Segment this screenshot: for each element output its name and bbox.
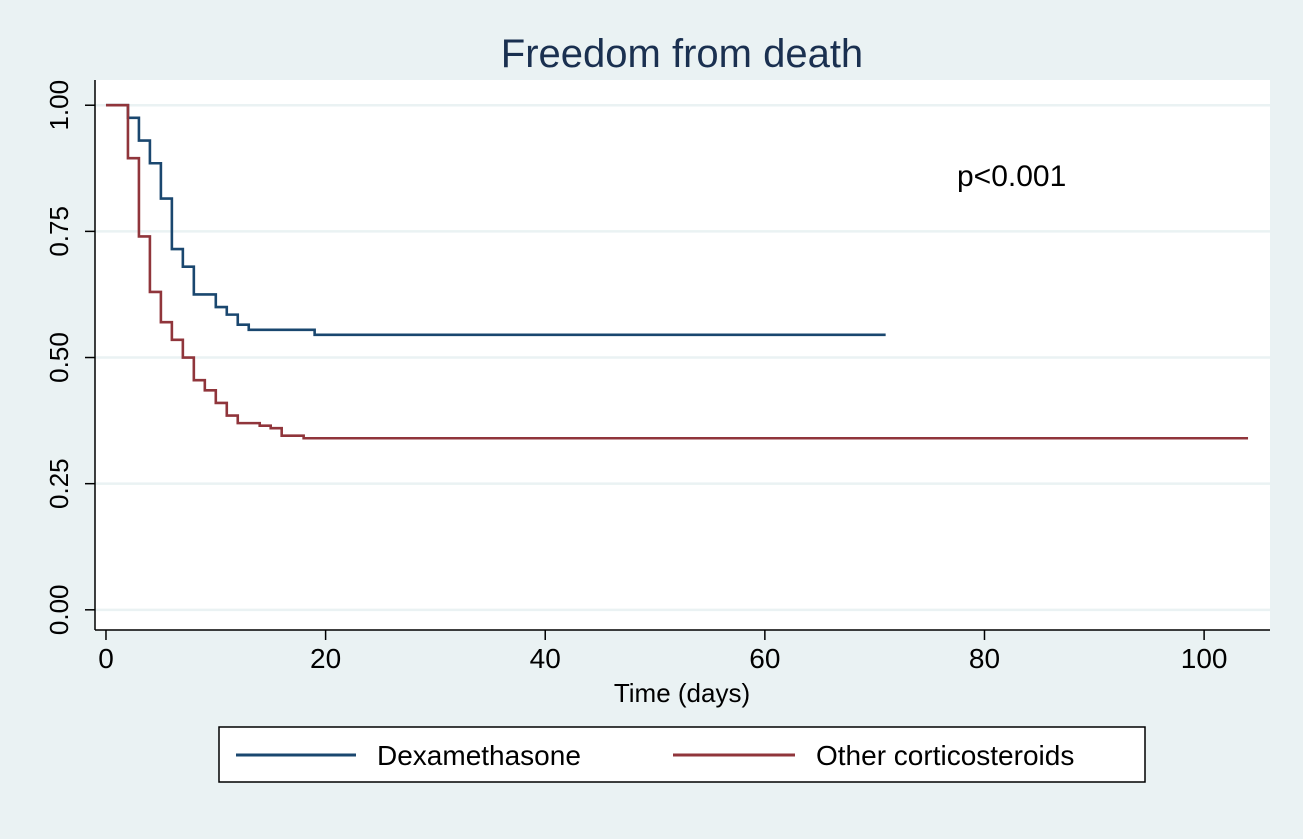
x-tick-label: 20 — [310, 643, 341, 674]
survival-curves — [105, 103, 1249, 440]
y-tick-label: 1.00 — [44, 80, 74, 131]
x-tick-label: 60 — [749, 643, 780, 674]
y-tick-label: 0.75 — [44, 206, 74, 257]
legend-label-dexamethasone: Dexamethasone — [377, 740, 581, 771]
y-tick-label: 0.00 — [44, 585, 74, 636]
legend-label-other-corticosteroids: Other corticosteroids — [816, 740, 1074, 771]
grid-lines — [95, 103, 1270, 612]
x-tick-label: 40 — [530, 643, 561, 674]
chart-title: Freedom from death — [501, 32, 863, 76]
x-tick-label: 100 — [1181, 643, 1228, 674]
axis-ticks: 0.00 0.25 0.50 0.75 1.00 0 20 40 60 80 100 — [44, 80, 1227, 674]
x-tick-label: 80 — [969, 643, 1000, 674]
survival-curve-dexamethasone — [105, 103, 886, 337]
x-axis-label: Time (days) — [614, 678, 750, 708]
y-tick-label: 0.50 — [44, 332, 74, 383]
plot-region — [95, 80, 1270, 630]
survival-curve-other-corticosteroids — [105, 103, 1249, 440]
y-tick-label: 0.25 — [44, 458, 74, 509]
x-tick-label: 0 — [98, 643, 114, 674]
p-value-annotation: p<0.001 — [957, 160, 1066, 193]
